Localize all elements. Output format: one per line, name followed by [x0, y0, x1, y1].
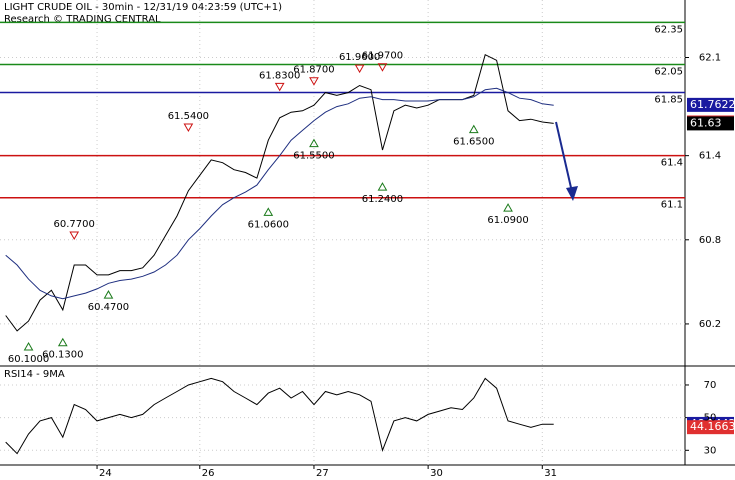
x-tick-label: 27: [316, 468, 329, 479]
level-label: 61.4: [661, 158, 683, 169]
pivot-label: 61.6500: [453, 137, 494, 148]
chart-title: LIGHT CRUDE OIL - 30min - 12/31/19 04:23…: [4, 2, 282, 13]
y-tick-label: 60.8: [699, 235, 721, 246]
pivot-label: 60.7700: [54, 219, 95, 230]
last-value-box: [687, 116, 734, 131]
y-tick-label: 30: [704, 445, 717, 456]
last-value-label: 61.7622: [690, 98, 735, 111]
pivot-marker: [103, 290, 114, 299]
y-tick-label: 70: [704, 380, 717, 391]
level-label: 61.1: [661, 200, 683, 211]
pivot-marker: [274, 82, 285, 92]
pivot-marker: [309, 77, 319, 86]
pivot-marker: [69, 231, 80, 241]
pivot-label: 60.4700: [88, 302, 129, 313]
pivot-label: 61.5400: [168, 111, 209, 122]
x-tick-label: 24: [99, 468, 112, 479]
level-label: 61.85: [654, 95, 683, 106]
pivot-marker: [183, 123, 194, 133]
series-line: [5, 87, 554, 300]
pivot-marker: [468, 124, 479, 134]
last-value-label: 61.63: [690, 116, 722, 129]
last-value-box: [687, 420, 734, 435]
pivot-label: 61.2400: [362, 194, 403, 205]
pivot-marker: [377, 63, 388, 72]
last-value-box: [687, 97, 734, 112]
pivot-marker: [354, 64, 365, 74]
pivot-marker: [23, 341, 34, 351]
pivot-label: 61.0600: [248, 219, 289, 230]
last-value-label: 44.1663: [690, 420, 735, 433]
level-label: 62.35: [654, 24, 683, 35]
level-label: 62.05: [654, 67, 683, 78]
pivot-marker: [263, 207, 274, 216]
chart-subtitle: Research © TRADING CENTRAL: [4, 14, 161, 25]
pivot-label: 61.9600: [339, 52, 380, 63]
pivot-label: 61.8700: [293, 65, 334, 76]
pivot-marker: [377, 182, 388, 191]
pivot-label: 61.9700: [362, 51, 403, 62]
panel-title: RSI14 - 9MA: [4, 369, 65, 380]
x-tick-label: 31: [544, 468, 557, 479]
pivot-marker: [309, 138, 319, 148]
series-line: [5, 377, 554, 455]
pivot-label: 61.0900: [487, 215, 528, 226]
forecast-arrow-head: [566, 186, 578, 201]
y-tick-label: 50: [704, 413, 717, 424]
x-tick-label: 26: [202, 468, 215, 479]
x-tick-label: 30: [430, 468, 443, 479]
y-tick-label: 61.4: [699, 151, 721, 162]
forecast-arrow: [555, 121, 573, 193]
y-tick-label: 60.2: [699, 319, 721, 330]
pivot-label: 60.1000: [8, 354, 49, 365]
pivot-label: 61.8300: [259, 70, 300, 81]
pivot-marker: [57, 337, 68, 347]
pivot-label: 60.1300: [42, 350, 83, 361]
y-tick-label: 62.1: [699, 52, 721, 63]
pivot-label: 61.5500: [293, 151, 334, 162]
pivot-marker: [503, 203, 513, 212]
